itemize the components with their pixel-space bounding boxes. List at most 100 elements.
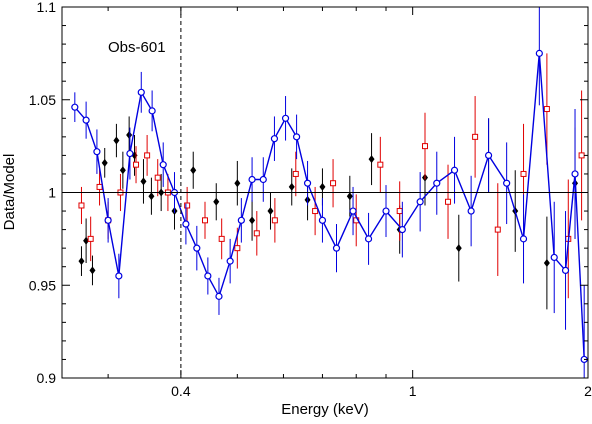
data-point [467, 207, 475, 215]
data-point [82, 116, 90, 124]
data-point [422, 143, 429, 150]
data-point [398, 226, 406, 234]
data-point [472, 133, 479, 140]
data-point [455, 244, 462, 253]
data-point [253, 230, 260, 237]
data-point [571, 170, 579, 178]
data-point [332, 244, 341, 252]
data-point [503, 179, 511, 187]
data-point [83, 236, 90, 245]
x-tick-label: 0.4 [171, 383, 191, 399]
data-point [140, 177, 147, 186]
x-tick-label: 2 [584, 383, 592, 399]
data-point [396, 208, 403, 215]
data-point [204, 272, 212, 280]
data-point [193, 244, 201, 252]
data-point [237, 216, 245, 224]
data-point [330, 180, 337, 187]
data-point [288, 182, 295, 191]
data-point [346, 192, 353, 201]
data-point [182, 220, 190, 228]
y-axis-title: Data/Model [1, 154, 18, 231]
data-point [364, 235, 373, 243]
data-layer [71, 7, 588, 378]
data-point [78, 257, 85, 266]
x-tick-label: 1 [409, 383, 417, 399]
data-point [535, 49, 543, 57]
data-point [213, 197, 220, 206]
data-point [93, 148, 101, 156]
data-point [281, 114, 290, 122]
data-point [318, 216, 327, 224]
data-point [368, 155, 375, 164]
data-point [578, 152, 585, 159]
data-point [520, 170, 527, 177]
data-point [303, 179, 312, 187]
data-point [249, 216, 256, 225]
data-point [319, 182, 326, 191]
data-point [234, 179, 241, 188]
data-point [292, 133, 301, 141]
data-point [433, 179, 441, 187]
data-point [215, 292, 223, 300]
data-point [267, 207, 274, 216]
series-2 [71, 7, 588, 378]
data-point [133, 161, 140, 168]
data-point [519, 235, 528, 243]
series-1 [78, 53, 585, 299]
data-point [494, 226, 501, 233]
data-point [543, 258, 550, 267]
y-tick-label: 1.05 [29, 92, 56, 108]
data-point [218, 235, 225, 242]
series-line [74, 53, 585, 360]
data-point [115, 272, 123, 280]
data-point [104, 216, 112, 224]
y-tick-label: 0.95 [29, 277, 56, 293]
data-point [184, 202, 191, 209]
data-point [226, 257, 234, 265]
data-point [154, 174, 161, 181]
data-point [270, 135, 279, 143]
data-point [484, 151, 493, 159]
data-point [126, 130, 133, 139]
axis-ticks: 0.4 1 2 0.9 0.95 1 1.05 1.1 [29, 0, 592, 399]
data-point [101, 158, 108, 167]
series-0 [78, 116, 579, 310]
data-point [292, 170, 299, 177]
data-point [148, 107, 156, 115]
data-point [113, 136, 120, 145]
data-point [445, 198, 452, 205]
data-point [126, 149, 134, 158]
y-tick-label: 0.9 [37, 370, 57, 386]
data-point [119, 166, 126, 175]
data-point [190, 166, 197, 175]
data-point [159, 161, 167, 169]
data-point [78, 202, 85, 209]
data-point [201, 217, 208, 224]
data-point [377, 161, 384, 168]
data-point [382, 207, 390, 215]
data-point [89, 266, 96, 275]
data-point [349, 207, 357, 215]
data-point [148, 192, 155, 201]
data-point [87, 235, 94, 242]
y-tick-label: 1 [48, 185, 56, 201]
data-point [144, 152, 151, 159]
data-point [234, 245, 241, 252]
annotation-label: Obs-601 [108, 39, 166, 56]
data-point [271, 217, 278, 224]
data-point [450, 166, 459, 174]
data-point [550, 253, 558, 262]
data-point [312, 208, 319, 215]
data-point [137, 88, 145, 96]
data-point [543, 106, 550, 113]
y-tick-label: 1.1 [37, 0, 57, 15]
data-point [259, 175, 267, 184]
data-point [416, 198, 424, 206]
data-point [71, 103, 79, 111]
x-axis-title: Energy (keV) [281, 401, 369, 418]
data-point [561, 266, 570, 275]
data-point [96, 183, 103, 190]
